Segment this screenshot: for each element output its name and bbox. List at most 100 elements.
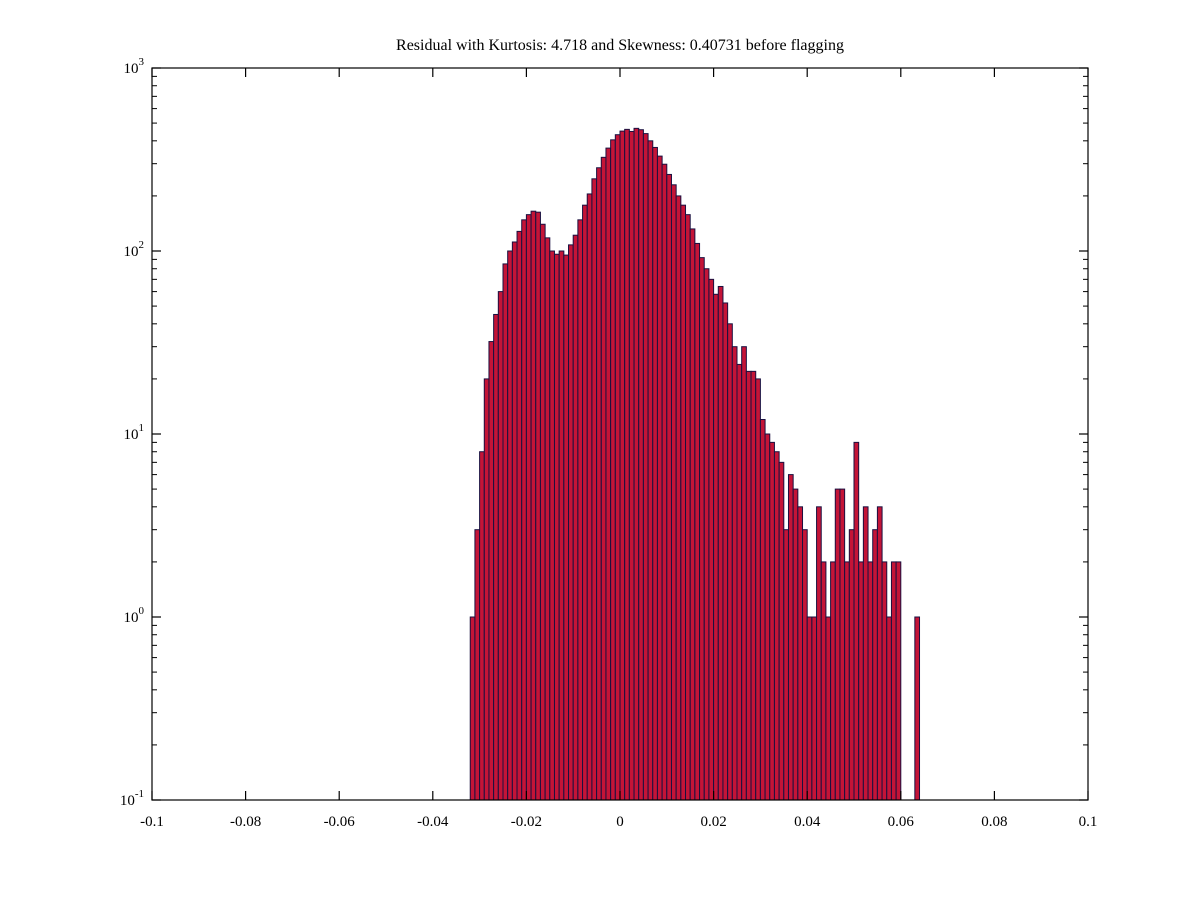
histogram-bar xyxy=(862,506,869,801)
histogram-bar xyxy=(886,616,892,801)
histogram-bar xyxy=(750,370,757,801)
x-tick-label: -0.08 xyxy=(230,814,261,830)
x-tick-label: 0 xyxy=(616,814,624,830)
histogram-bar xyxy=(792,488,799,801)
histogram-bar xyxy=(848,529,855,801)
histogram-bar xyxy=(694,242,701,801)
histogram-bar xyxy=(558,250,565,801)
histogram-bar xyxy=(483,378,490,801)
histogram-bar xyxy=(755,378,761,801)
histogram-bar xyxy=(830,561,836,801)
histogram-bar xyxy=(614,134,621,801)
histogram-bar xyxy=(656,155,663,801)
y-tick-label: 100 xyxy=(124,605,145,626)
histogram-bar xyxy=(619,130,626,801)
histogram-bar xyxy=(628,130,635,801)
histogram-bar xyxy=(736,363,743,801)
histogram-bar xyxy=(867,561,874,801)
x-tick-label: -0.1 xyxy=(140,814,164,830)
histogram-bar xyxy=(647,140,654,801)
histogram-bar xyxy=(876,506,883,801)
histogram-bar xyxy=(525,214,532,801)
histogram-bar xyxy=(703,268,710,801)
histogram-bar xyxy=(605,147,612,801)
x-tick-label: -0.02 xyxy=(511,814,542,830)
x-tick-label: -0.06 xyxy=(324,814,356,830)
histogram-bar xyxy=(713,293,719,801)
histogram-bar xyxy=(745,370,752,801)
histogram-bar xyxy=(507,250,513,801)
histogram-bar xyxy=(652,146,658,801)
histogram-bar xyxy=(764,433,771,801)
histogram-bar xyxy=(839,488,846,801)
histogram-bar xyxy=(600,156,607,801)
histogram-bar xyxy=(680,204,687,801)
histogram-bar xyxy=(577,219,584,801)
histogram-bar xyxy=(661,163,668,801)
histogram-bar xyxy=(759,419,766,801)
histogram-bar xyxy=(816,506,822,801)
histogram-bar xyxy=(890,561,897,801)
histogram-bar xyxy=(853,441,860,801)
histogram-bar xyxy=(820,561,827,801)
histogram-bar xyxy=(535,211,541,801)
histogram-bar xyxy=(516,230,523,801)
histogram-bar xyxy=(872,529,878,801)
histogram-bar xyxy=(539,223,546,801)
histogram-bar xyxy=(511,241,518,801)
histogram-bar xyxy=(591,178,598,801)
x-tick-label: 0.04 xyxy=(794,814,821,830)
x-tick-label: -0.04 xyxy=(417,814,449,830)
histogram-bar xyxy=(553,253,560,801)
histogram-bar xyxy=(797,506,804,801)
histogram-bar xyxy=(521,219,527,801)
histogram-bar xyxy=(624,128,630,801)
histogram-bar xyxy=(474,529,481,801)
histogram-bar xyxy=(825,616,832,801)
histogram-bar xyxy=(769,441,775,801)
histogram-bar xyxy=(858,561,864,801)
histogram-bar xyxy=(685,214,691,801)
histogram-bar xyxy=(586,193,593,801)
histogram-bar xyxy=(741,346,747,801)
histogram-bar xyxy=(895,561,902,801)
histogram-bar xyxy=(610,139,616,801)
chart-title: Residual with Kurtosis: 4.718 and Skewne… xyxy=(396,37,844,54)
histogram-bar xyxy=(469,616,476,801)
histogram-bar xyxy=(530,210,537,801)
histogram-bar xyxy=(834,488,841,801)
histogram-bar xyxy=(802,529,808,801)
histogram-bar xyxy=(497,291,504,801)
histogram-bar xyxy=(731,346,738,801)
histogram-bar xyxy=(778,461,785,801)
histogram-bar xyxy=(783,529,789,801)
histogram-bar xyxy=(502,263,509,801)
histogram-bar xyxy=(582,204,588,801)
y-tick-label: 103 xyxy=(124,56,145,77)
histogram-bar xyxy=(806,616,813,801)
histogram-bar xyxy=(479,451,485,801)
y-tick-label: 102 xyxy=(124,239,145,260)
tick-labels-group: -0.1 -0.08 -0.06 -0.04 -0.02 0 0.02 0.04 0.06 0.0… xyxy=(120,56,1098,830)
histogram-bar xyxy=(844,561,850,801)
histogram-bar xyxy=(787,474,794,801)
histogram-bar xyxy=(689,228,696,801)
histogram-bar xyxy=(699,257,705,801)
histogram-bar xyxy=(675,195,682,801)
histogram-bar xyxy=(666,173,672,801)
x-tick-label: 0.08 xyxy=(981,814,1007,830)
histogram-bar xyxy=(914,616,921,801)
histogram-bar xyxy=(572,234,579,801)
bars-group xyxy=(469,127,921,801)
x-tick-label: 0.1 xyxy=(1079,814,1098,830)
histogram-bar xyxy=(638,129,644,801)
histogram-bar xyxy=(544,237,551,801)
histogram-bar xyxy=(642,133,649,801)
histogram-bar xyxy=(493,313,499,801)
histogram-bar xyxy=(568,244,574,801)
axes-group xyxy=(151,67,1089,801)
histogram-bar xyxy=(549,250,555,801)
histogram-bar xyxy=(708,278,715,801)
histogram-bar xyxy=(722,302,729,801)
